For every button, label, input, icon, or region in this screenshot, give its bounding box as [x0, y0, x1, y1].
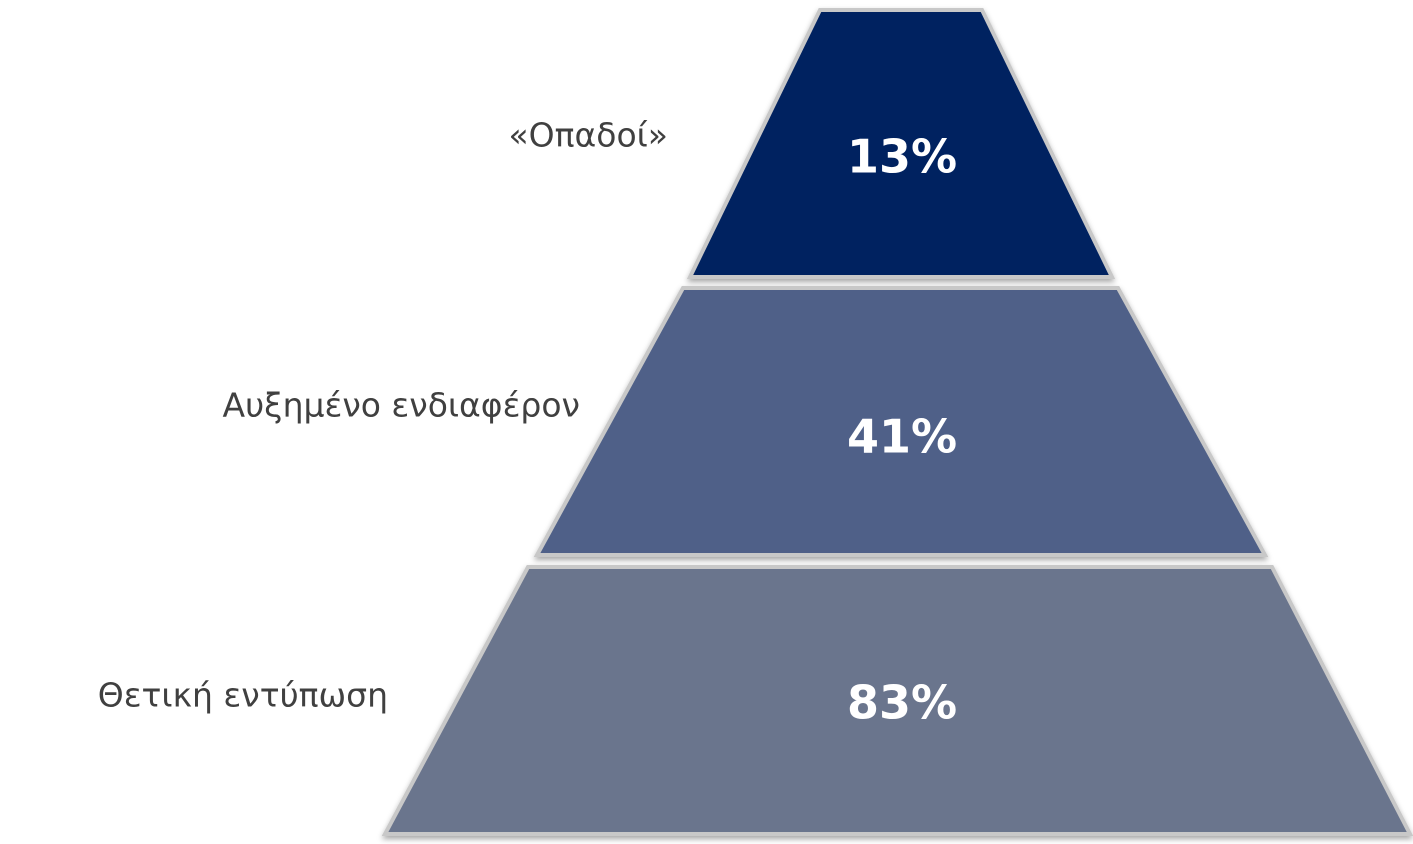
level-value: 41% [847, 410, 957, 464]
level-label: «Οπαδοί» [508, 116, 668, 155]
level-value: 13% [847, 130, 957, 184]
level-label: Αυξημένο ενδιαφέρον [223, 386, 581, 425]
level-label: Θετική εντύπωση [98, 676, 388, 715]
pyramid-level [686, 8, 1116, 279]
pyramid-level [381, 565, 1413, 836]
level-value: 83% [847, 676, 957, 730]
pyramid-level [533, 286, 1269, 557]
